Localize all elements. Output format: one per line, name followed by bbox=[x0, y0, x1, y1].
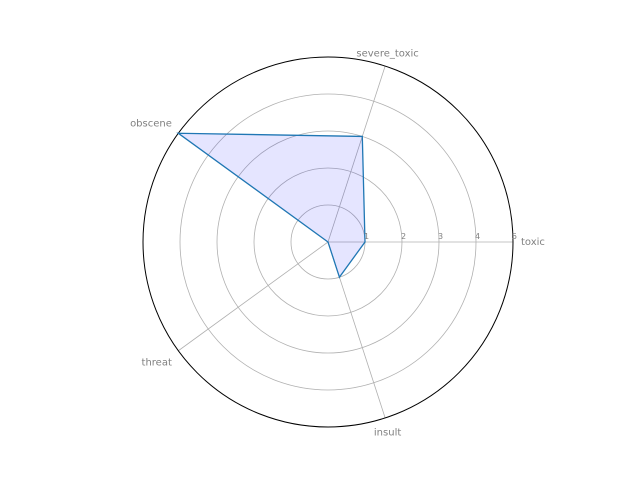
spoke-threat bbox=[178, 241, 329, 352]
r-tick-label-5: 5 bbox=[512, 232, 517, 241]
spoke-severe_toxic bbox=[327, 65, 386, 243]
category-label-toxic: toxic bbox=[521, 237, 545, 248]
r-tick-label-3: 3 bbox=[438, 232, 443, 241]
r-tick-label-4: 4 bbox=[475, 232, 480, 241]
r-tick-label-1: 1 bbox=[364, 232, 369, 241]
outer-frame bbox=[142, 56, 514, 428]
series-line-0 bbox=[176, 132, 366, 279]
category-label-severe_toxic: severe_toxic bbox=[356, 48, 418, 59]
series-fill-0 bbox=[178, 133, 365, 278]
category-label-obscene: obscene bbox=[130, 119, 172, 130]
category-label-insult: insult bbox=[374, 428, 401, 439]
category-label-threat: threat bbox=[142, 357, 172, 368]
r-tick-label-2: 2 bbox=[401, 232, 406, 241]
